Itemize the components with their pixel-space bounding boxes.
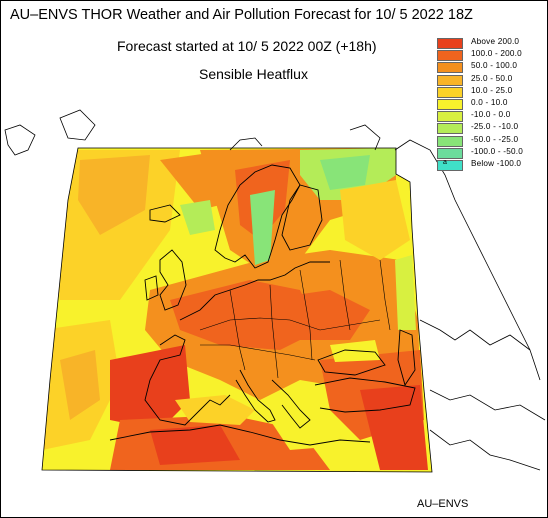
legend-label: 100.0 - 200.0 xyxy=(471,49,522,59)
legend-item: 0.0 - 10.0 xyxy=(437,97,543,111)
legend-swatch xyxy=(437,86,463,98)
legend-label: 0.0 - 10.0 xyxy=(471,97,508,107)
legend-label: -100.0 - -50.0 xyxy=(471,146,523,156)
coastlines xyxy=(109,164,416,446)
legend-label: -10.0 - 0.0 xyxy=(471,110,511,120)
legend-item: a Below -100.0 xyxy=(437,158,543,172)
outer-coastlines xyxy=(4,109,546,471)
parameter-name: Sensible Heatflux xyxy=(199,66,308,82)
legend-label: -25.0 - -10.0 xyxy=(471,122,519,132)
legend-swatch xyxy=(437,74,463,86)
legend-label: 25.0 - 50.0 xyxy=(471,73,513,83)
page-title: AU–ENVS THOR Weather and Air Pollution F… xyxy=(10,7,473,23)
forecast-start-text: Forecast started at 10/ 5 2022 00Z (+18h… xyxy=(117,38,377,54)
legend-item: 25.0 - 50.0 xyxy=(437,73,543,87)
legend-item: 100.0 - 200.0 xyxy=(437,49,543,62)
legend-item: -25.0 - -10.0 xyxy=(437,122,543,135)
legend-item: Above 200.0 xyxy=(437,37,543,50)
color-legend: Above 200.0 100.0 - 200.0 50.0 - 100.0 2… xyxy=(437,37,543,172)
legend-item: -50.0 - -25.0 xyxy=(437,134,543,148)
legend-swatch xyxy=(437,147,463,159)
legend-swatch xyxy=(437,98,463,110)
legend-swatch xyxy=(437,123,463,135)
legend-label: -50.0 - -25.0 xyxy=(471,134,519,144)
model-domain-outline xyxy=(41,147,433,473)
legend-swatch xyxy=(437,135,463,147)
legend-label: Above 200.0 xyxy=(471,37,520,46)
legend-swatch xyxy=(437,111,463,123)
legend-swatch-mark: a xyxy=(443,158,447,166)
legend-swatch: a xyxy=(437,158,463,171)
legend-swatch xyxy=(437,38,463,49)
legend-item: 50.0 - 100.0 xyxy=(437,61,543,74)
legend-label: Below -100.0 xyxy=(471,158,522,168)
legend-item: 10.0 - 25.0 xyxy=(437,85,543,99)
legend-item: -100.0 - -50.0 xyxy=(437,146,543,160)
legend-item: -10.0 - 0.0 xyxy=(437,110,543,123)
legend-label: 50.0 - 100.0 xyxy=(471,61,518,71)
legend-swatch xyxy=(437,50,463,62)
brand-footer: AU–ENVS xyxy=(417,498,469,510)
legend-label: 10.0 - 25.0 xyxy=(471,85,513,95)
legend-swatch xyxy=(437,62,463,74)
heatflux-field xyxy=(42,148,432,472)
